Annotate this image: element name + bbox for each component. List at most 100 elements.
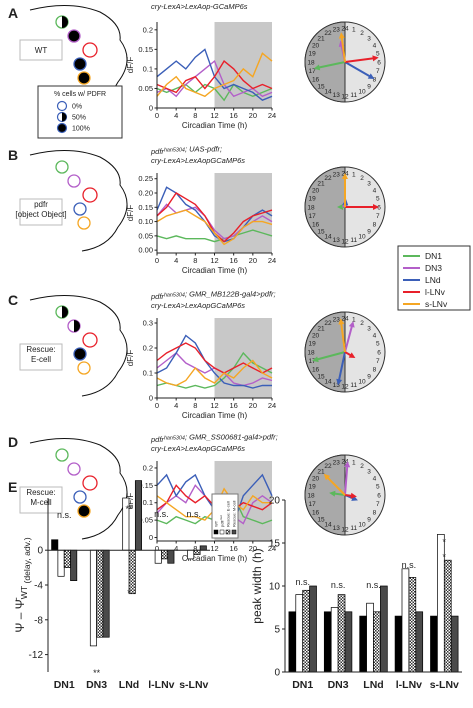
y-tick-label: 0.10 <box>138 217 153 226</box>
cell-half-fill <box>62 306 68 318</box>
trace-line <box>156 209 273 246</box>
y-axis-label: dF/F <box>126 493 135 510</box>
x-tick-label: 8 <box>193 401 197 410</box>
arrow-head <box>323 473 331 481</box>
bar-legend-label: Rescue: M-cell <box>232 500 237 527</box>
y-tick-label: 15 <box>269 539 281 550</box>
significance-label: ** <box>125 504 133 514</box>
night-shade <box>214 22 272 108</box>
clock-label: 24 <box>341 315 349 322</box>
cell-half-fill <box>62 16 68 28</box>
text-part: cry-LexA>LexAopGCaMP6s <box>151 444 245 453</box>
chart-title: cry-LexA>LexAopGCaMP6s <box>151 156 245 165</box>
significance-label: n.s. <box>187 509 202 519</box>
chart-title: pdfrhan5304; GMR_MB122B-gal4>pdfr; <box>150 290 276 301</box>
pdfr-legend-label: 100% <box>72 126 90 133</box>
category-label: DN1 <box>54 679 75 691</box>
clock-label: 21 <box>317 325 325 332</box>
arrow-head <box>348 321 355 328</box>
bar-legend-swatch <box>225 529 231 535</box>
y-tick-label: 20 <box>269 496 281 507</box>
y-tick-label: 0.20 <box>138 189 153 198</box>
phase-arrow <box>325 475 346 496</box>
arrow-head <box>337 204 343 210</box>
bar <box>167 549 175 564</box>
x-tick-label: 24 <box>268 401 276 410</box>
panel-letter: E <box>8 479 17 495</box>
clock-label: 18 <box>307 204 315 211</box>
y-tick-label: 0.15 <box>138 481 153 490</box>
significance-label: * <box>443 537 447 547</box>
x-tick-label: 12 <box>210 256 218 265</box>
clock-label: 9 <box>367 228 371 235</box>
clock-label: 21 <box>317 468 325 475</box>
genotype-label: [object Object] <box>15 210 66 219</box>
x-axis-label: Circadian Time (h) <box>182 411 248 420</box>
x-tick-label: 16 <box>229 256 237 265</box>
panel-letter: B <box>8 147 18 163</box>
cell-body <box>82 42 98 58</box>
cell-body <box>77 216 91 230</box>
x-tick-label: 20 <box>249 111 257 120</box>
night-shade <box>214 318 272 398</box>
clock-label: 5 <box>376 51 380 58</box>
cell-legend-label: LNd <box>425 275 441 285</box>
clock-label: 8 <box>373 509 377 516</box>
bar <box>63 549 71 568</box>
genotype-box <box>19 198 63 226</box>
bar-legend-label: pdfrmut <box>219 515 224 527</box>
pdfr-legend-symbol <box>56 122 68 134</box>
text-part: pdfr <box>150 435 164 444</box>
y-tick-label: 10 <box>269 582 281 593</box>
arrow-head <box>351 495 358 501</box>
significance-label: * <box>443 552 447 562</box>
clock-label: 14 <box>324 234 332 241</box>
clock-label: 22 <box>324 463 332 470</box>
clock-label: 10 <box>358 379 366 386</box>
x-tick-label: 24 <box>268 544 276 553</box>
cell-body <box>73 57 87 71</box>
cell-body <box>77 361 91 375</box>
x-tick-label: 4 <box>174 256 178 265</box>
cell-body <box>82 332 98 348</box>
clock-label: 12 <box>341 238 349 245</box>
x-tick-label: 16 <box>229 544 237 553</box>
trace-line <box>156 60 273 94</box>
y-tick-label: 0 <box>37 546 43 557</box>
clock-label: 19 <box>309 484 317 491</box>
x-tick-label: 8 <box>193 111 197 120</box>
bar <box>193 549 201 555</box>
clock-label: 19 <box>309 341 317 348</box>
y-axis-label: Ψ – Ψ̄WT (delay, adv.) <box>13 537 32 632</box>
clock-label: 20 <box>312 332 320 339</box>
bar <box>96 549 104 638</box>
clock-label: 18 <box>307 59 315 66</box>
arrow-head <box>342 173 348 179</box>
y-axis-label: dF/F <box>126 57 135 74</box>
x-tick-label: 12 <box>210 544 218 553</box>
category-label: DN3 <box>328 679 349 691</box>
category-label: LNd <box>363 679 383 691</box>
genotype-label: M-cell <box>30 498 52 507</box>
x-tick-label: 0 <box>155 256 159 265</box>
clock-label: 11 <box>350 525 357 532</box>
bar <box>161 549 169 560</box>
significance-label: n.s. <box>402 560 417 570</box>
clock-label: 11 <box>350 382 357 389</box>
bar <box>57 549 65 577</box>
trace-line <box>156 229 273 243</box>
clock-label: 2 <box>360 320 364 327</box>
bar <box>51 539 59 551</box>
text-part: pdfr <box>150 292 164 301</box>
night-sector <box>304 166 346 248</box>
pdfr-legend-label: 0% <box>72 104 82 111</box>
arrow-head <box>344 461 351 468</box>
y-tick-label: 0 <box>149 104 153 113</box>
brain-outline <box>29 149 128 252</box>
clock-label: 18 <box>307 349 315 356</box>
clock-label: 1 <box>352 459 356 466</box>
clock-label: 5 <box>376 196 380 203</box>
y-tick-label: 0.15 <box>138 203 153 212</box>
text-part: pdfr <box>220 519 225 527</box>
